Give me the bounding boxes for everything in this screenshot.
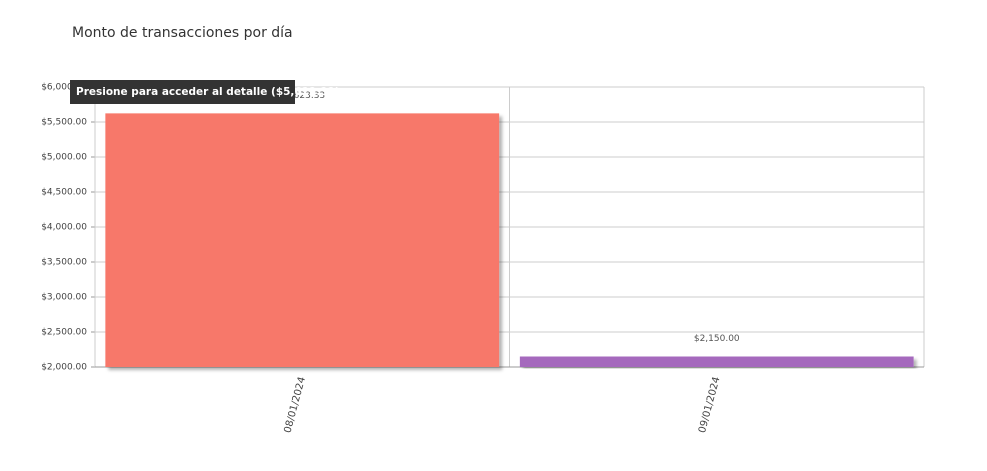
y-tick-label: $6,000.00	[41, 83, 87, 93]
x-tick-label: 09/01/2024	[697, 376, 723, 435]
y-tick-label: $2,500.00	[41, 328, 87, 338]
value-label: $2,150.00	[694, 334, 740, 344]
y-tick-label: $2,000.00	[41, 363, 87, 373]
y-tick-label: $4,000.00	[41, 223, 87, 233]
y-tick-label: $3,000.00	[41, 293, 87, 303]
tooltip: Presione para acceder al detalle ($5,623…	[70, 80, 340, 104]
value-label: $5,623.33	[279, 91, 325, 101]
bar[interactable]	[105, 113, 500, 367]
x-tick-label: 08/01/2024	[283, 376, 309, 435]
y-tick-label: $4,500.00	[41, 188, 87, 198]
bar[interactable]	[519, 356, 914, 368]
chart-title: Monto de transacciones por día	[72, 25, 293, 41]
tooltip-text: Presione para acceder al detalle ($5,623…	[76, 86, 340, 98]
y-tick-label: $5,000.00	[41, 153, 87, 163]
tooltip-box	[70, 80, 295, 104]
y-tick-label: $5,500.00	[41, 118, 87, 128]
y-tick-label: $3,500.00	[41, 258, 87, 268]
